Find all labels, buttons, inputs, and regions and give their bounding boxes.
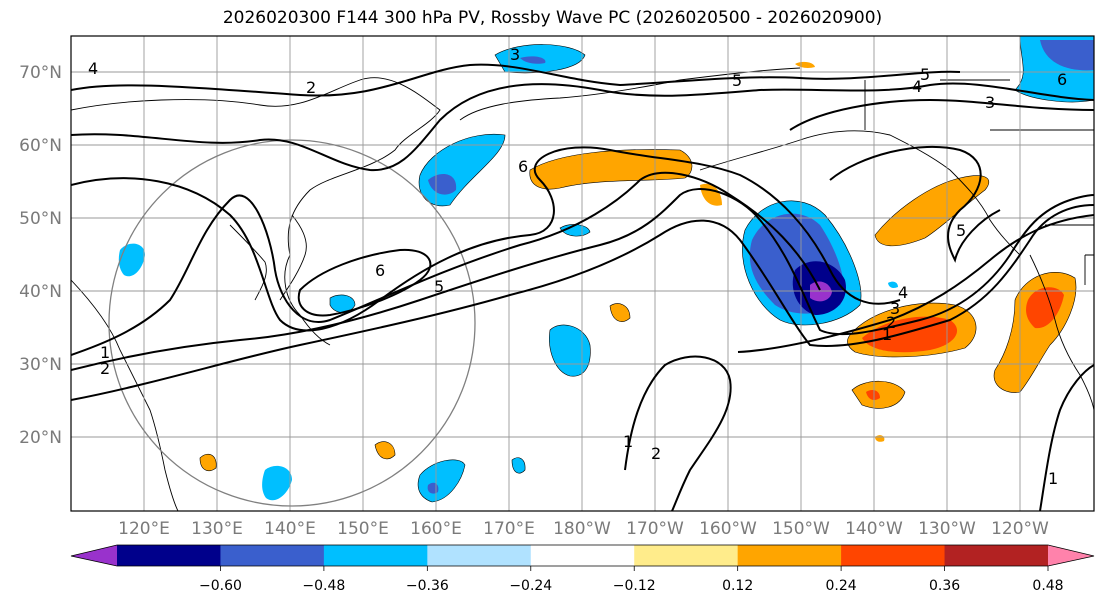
contour-label: 5: [956, 221, 966, 240]
colorbar-cell: [841, 545, 946, 566]
contour-label: 4: [88, 59, 98, 78]
lon-label: 160°E: [410, 519, 462, 539]
lat-label: 30°N: [19, 355, 62, 375]
contour-label: 4: [912, 77, 922, 96]
lon-label: 160°W: [699, 519, 757, 539]
colorbar: −0.60 −0.48 −0.36 −0.24 −0.12 0.12 0.24 0.36 0.4…: [70, 544, 1095, 594]
lon-label: 120°E: [118, 519, 170, 539]
coastlines: [71, 67, 1094, 511]
contour-label: 4: [898, 283, 908, 302]
contour-label: 2: [306, 78, 316, 97]
colorbar-extension-min: [71, 545, 117, 566]
lon-label: 170°W: [626, 519, 684, 539]
colorbar-label: −0.60: [199, 578, 242, 594]
contour-label: 2: [100, 359, 110, 378]
colorbar-extension-max: [1048, 545, 1094, 566]
lon-label: 180°W: [553, 519, 611, 539]
longitude-labels: 120°E 130°E 140°E 150°E 160°E 170°E 180°…: [118, 519, 1049, 539]
contour-label: 5: [434, 277, 444, 296]
colorbar-cell: [944, 545, 1049, 566]
contour-label: 6: [375, 261, 385, 280]
contour-label: 2: [886, 313, 896, 332]
colorbar-label: −0.36: [406, 578, 449, 594]
colorbar-label: 0.36: [929, 578, 960, 594]
lat-label: 20°N: [19, 428, 62, 448]
colorbar-label: 0.24: [826, 578, 857, 594]
colorbar-cell: [530, 545, 635, 566]
colorbar-cell: [634, 545, 739, 566]
colorbar-label: −0.12: [613, 578, 656, 594]
latitude-labels: 70°N 60°N 50°N 40°N 30°N 20°N: [19, 63, 62, 448]
contour-label: 5: [920, 65, 930, 84]
contour-labels: 4 2 3 5 4 5 3 6 6 5 6 1 2 1 2 1 2 3 4 5 …: [88, 45, 1067, 488]
radius-circle: [108, 139, 476, 507]
colorbar-label: −0.24: [509, 578, 552, 594]
positive-anomaly-shading: [199, 61, 1077, 471]
colorbar-cell: [117, 545, 221, 566]
lon-label: 150°E: [337, 519, 389, 539]
lon-label: 130°E: [191, 519, 243, 539]
contour-label: 5: [732, 71, 742, 90]
contour-label: 2: [651, 444, 661, 463]
lon-label: 170°E: [483, 519, 535, 539]
colorbar-label: 0.12: [722, 578, 753, 594]
contour-label: 3: [510, 45, 520, 64]
contour-label: 1: [623, 432, 633, 451]
colorbar-cell: [737, 545, 842, 566]
contour-label: 1: [1048, 469, 1058, 488]
colorbar-cell: [323, 545, 428, 566]
contour-label: 1: [100, 343, 110, 362]
contour-label: 1: [882, 325, 892, 344]
lon-label: 150°W: [772, 519, 830, 539]
contour-label: 6: [518, 157, 528, 176]
lat-label: 60°N: [19, 136, 62, 156]
colorbar-cell: [220, 545, 325, 566]
contour-label: 3: [890, 299, 900, 318]
lat-label: 70°N: [19, 63, 62, 83]
lon-label: 140°W: [845, 519, 903, 539]
pv-contours: [71, 63, 1094, 511]
lat-label: 40°N: [19, 282, 62, 302]
colorbar-outline: [70, 544, 1095, 567]
lon-label: 130°W: [918, 519, 976, 539]
colorbar-label: 0.48: [1032, 578, 1063, 594]
lon-label: 120°W: [991, 519, 1049, 539]
lon-label: 140°E: [264, 519, 316, 539]
map-title: 2026020300 F144 300 hPa PV, Rossby Wave …: [222, 8, 883, 28]
map-frame: [70, 35, 1095, 512]
colorbar-cell: [427, 545, 532, 566]
lat-label: 50°N: [19, 209, 62, 229]
contour-label: 3: [985, 93, 995, 112]
colorbar-label: −0.48: [302, 578, 345, 594]
contour-label: 6: [1057, 70, 1067, 89]
